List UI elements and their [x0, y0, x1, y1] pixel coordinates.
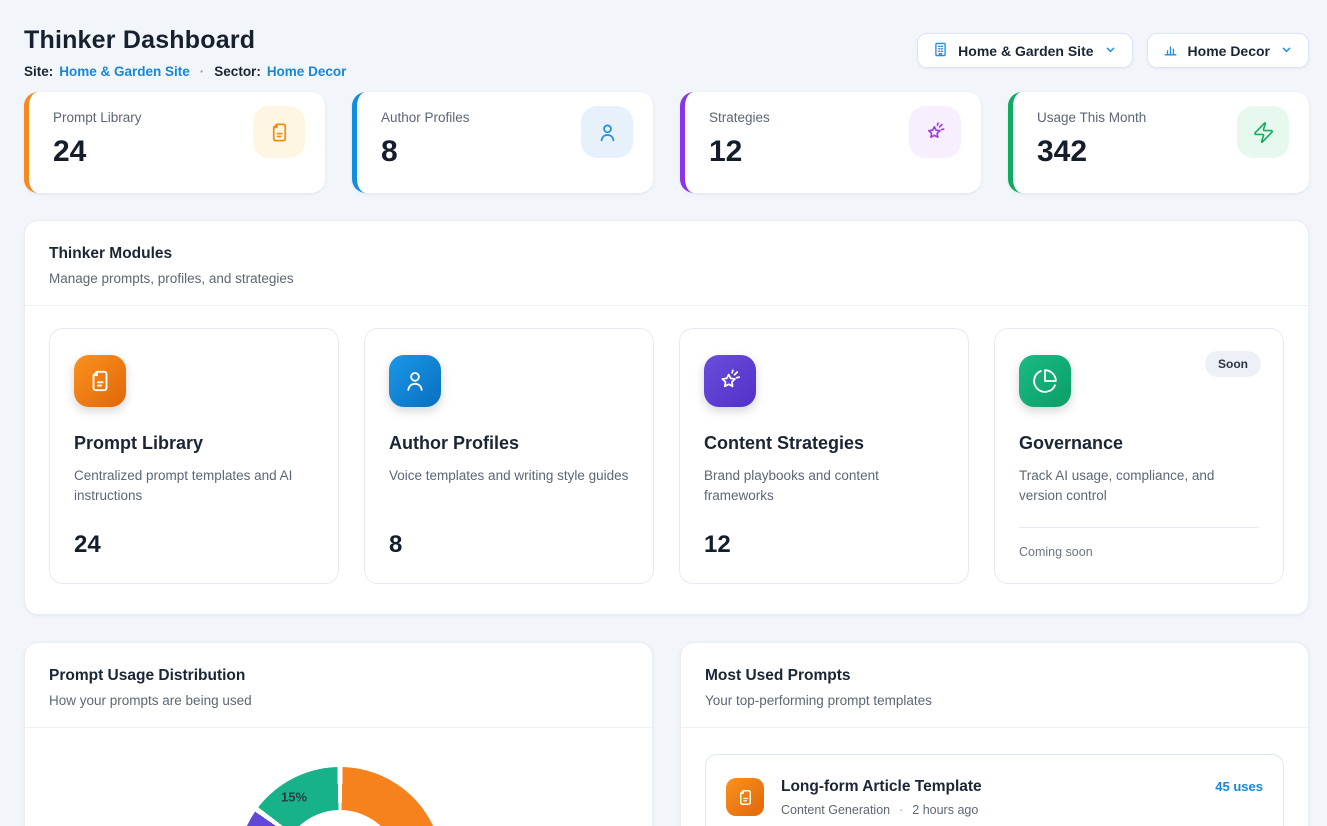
lightning-icon	[1237, 106, 1289, 158]
page-header: Thinker Dashboard Site: Home & Garden Si…	[24, 26, 1309, 79]
prompt-item-meta: Content Generation · 2 hours ago	[781, 803, 1263, 817]
module-description: Brand playbooks and content frameworks	[704, 468, 879, 504]
module-footer: Coming soon	[1019, 527, 1259, 559]
donut-chart-area: 15%	[25, 728, 652, 826]
star-burst-icon	[909, 106, 961, 158]
modules-grid: Prompt Library Centralized prompt templa…	[25, 306, 1308, 614]
module-card-content-strategies[interactable]: Content Strategies Brand playbooks and c…	[679, 328, 969, 584]
site-link[interactable]: Home & Garden Site	[59, 64, 190, 79]
stat-label: Strategies	[709, 110, 770, 125]
modules-subtitle: Manage prompts, profiles, and strategies	[49, 271, 294, 286]
bar-chart-icon	[1162, 41, 1179, 61]
sector-label: Sector:	[214, 64, 261, 79]
stat-card-usage: Usage This Month 342	[1008, 92, 1309, 193]
header-selectors: Home & Garden Site Home Decor	[917, 33, 1309, 68]
prompt-item-text: Long-form Article Template 45 uses Conte…	[781, 778, 1263, 817]
sector-selector-button[interactable]: Home Decor	[1146, 33, 1309, 68]
module-title: Governance	[1019, 433, 1124, 453]
user-icon	[581, 106, 633, 158]
module-description: Track AI usage, compliance, and version …	[1019, 468, 1215, 504]
usage-header: Prompt Usage Distribution How your promp…	[25, 643, 652, 728]
stat-label: Prompt Library	[53, 110, 142, 125]
module-title: Author Profiles	[389, 433, 520, 453]
module-description: Voice templates and writing style guides	[389, 468, 629, 483]
building-icon	[932, 41, 949, 61]
pie-chart-icon	[1019, 355, 1071, 407]
most-used-title: Most Used Prompts	[705, 667, 851, 684]
module-card-prompt-library[interactable]: Prompt Library Centralized prompt templa…	[49, 328, 339, 584]
page-title: Thinker Dashboard	[24, 26, 256, 54]
coming-soon-text: Coming soon	[1019, 545, 1093, 559]
breadcrumb: Site: Home & Garden Site · Sector: Home …	[24, 64, 346, 79]
stat-card-author-profiles: Author Profiles 8	[352, 92, 653, 193]
meta-separator: ·	[899, 802, 904, 817]
prompt-time: 2 hours ago	[912, 802, 979, 817]
bottom-row: Prompt Usage Distribution How your promp…	[24, 642, 1309, 826]
file-text-icon	[253, 106, 305, 158]
sector-link[interactable]: Home Decor	[266, 64, 347, 79]
module-card-author-profiles[interactable]: Author Profiles Voice templates and writ…	[364, 328, 654, 584]
divider	[1019, 527, 1259, 528]
thinker-modules-panel: Thinker Modules Manage prompts, profiles…	[24, 220, 1309, 615]
site-selector-label: Home & Garden Site	[958, 42, 1094, 59]
stat-value: 342	[1037, 135, 1088, 168]
prompt-list: Long-form Article Template 45 uses Conte…	[681, 728, 1308, 826]
prompt-item-title: Long-form Article Template	[781, 777, 982, 795]
header-left: Thinker Dashboard Site: Home & Garden Si…	[24, 26, 346, 79]
chevron-down-icon	[1279, 42, 1294, 60]
most-used-subtitle: Your top-performing prompt templates	[705, 693, 932, 708]
usage-subtitle: How your prompts are being used	[49, 693, 252, 708]
site-label: Site:	[24, 64, 54, 79]
stat-card-prompt-library: Prompt Library 24	[24, 92, 325, 193]
module-count: 12	[704, 531, 731, 558]
most-used-prompts-card: Most Used Prompts Your top-performing pr…	[680, 642, 1309, 826]
modules-title: Thinker Modules	[49, 245, 173, 262]
module-description: Centralized prompt templates and AI inst…	[74, 468, 293, 504]
module-title: Content Strategies	[704, 433, 865, 453]
stat-value: 24	[53, 135, 87, 168]
file-text-icon	[74, 355, 126, 407]
prompt-usage-card: Prompt Usage Distribution How your promp…	[24, 642, 653, 826]
star-burst-icon	[704, 355, 756, 407]
stat-label: Author Profiles	[381, 110, 470, 125]
donut-chart[interactable]: 15%	[237, 767, 443, 826]
prompt-category: Content Generation	[781, 802, 891, 817]
modules-header: Thinker Modules Manage prompts, profiles…	[25, 221, 1308, 306]
site-selector-button[interactable]: Home & Garden Site	[917, 33, 1133, 68]
module-count: 8	[389, 531, 403, 558]
stats-row: Prompt Library 24 Author Profiles 8	[24, 92, 1309, 193]
stat-value: 12	[709, 135, 743, 168]
usage-title: Prompt Usage Distribution	[49, 667, 246, 684]
stat-value: 8	[381, 135, 398, 168]
soon-badge: Soon	[1205, 351, 1261, 377]
most-used-header: Most Used Prompts Your top-performing pr…	[681, 643, 1308, 728]
module-title: Prompt Library	[74, 433, 204, 453]
stat-card-strategies: Strategies 12	[680, 92, 981, 193]
sector-selector-label: Home Decor	[1187, 42, 1270, 59]
file-text-icon	[726, 778, 764, 816]
prompt-uses-badge: 45 uses	[1215, 778, 1263, 794]
stat-label: Usage This Month	[1037, 110, 1147, 125]
donut-segment-label: 15%	[280, 789, 308, 805]
prompt-list-item[interactable]: Long-form Article Template 45 uses Conte…	[705, 754, 1284, 826]
module-card-governance[interactable]: Soon Governance Track AI usage, complian…	[994, 328, 1284, 584]
chevron-down-icon	[1103, 42, 1118, 60]
module-count: 24	[74, 531, 101, 558]
user-icon	[389, 355, 441, 407]
meta-separator: ·	[199, 64, 205, 79]
